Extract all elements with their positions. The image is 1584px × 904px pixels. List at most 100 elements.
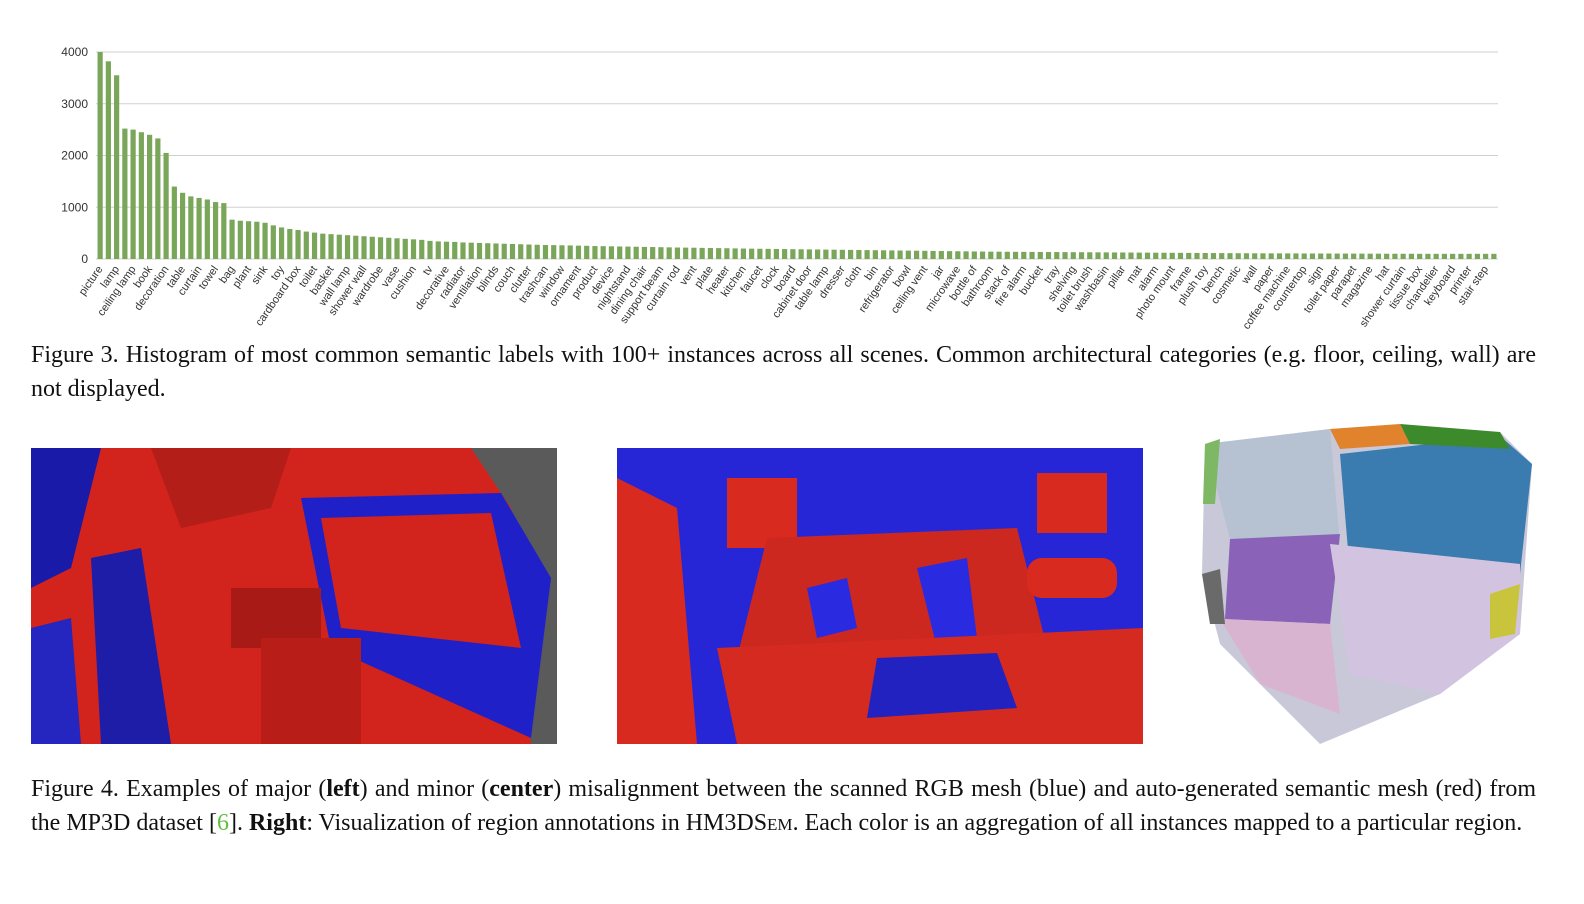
- bar: [303, 231, 309, 259]
- bar: [1177, 252, 1184, 259]
- bar: [114, 75, 120, 259]
- y-tick-label: 0: [81, 252, 88, 266]
- bar: [1417, 253, 1423, 259]
- bar: [806, 249, 812, 259]
- caption-text: Figure 4. Examples of major (: [31, 776, 327, 802]
- bar: [823, 249, 829, 259]
- bar: [1268, 253, 1274, 259]
- bar: [1078, 252, 1085, 259]
- bar: [501, 243, 507, 259]
- bar: [1103, 252, 1109, 259]
- y-tick-label: 4000: [61, 45, 88, 59]
- bar: [353, 235, 359, 259]
- bar: [765, 248, 771, 259]
- bar: [394, 238, 400, 259]
- bar: [1318, 253, 1324, 259]
- bar: [1334, 253, 1340, 259]
- bar: [534, 244, 540, 259]
- region-annotation-image: [1202, 424, 1532, 744]
- bar: [1367, 253, 1373, 259]
- x-tick-label: cloth: [841, 264, 864, 290]
- bar: [600, 246, 606, 259]
- bar: [130, 129, 136, 259]
- bar: [930, 250, 936, 259]
- bar: [229, 219, 235, 259]
- bar: [584, 245, 590, 259]
- bar: [419, 239, 425, 259]
- caption-bold: center: [489, 776, 554, 802]
- bar: [476, 242, 483, 259]
- bar: [278, 227, 285, 259]
- bar: [1037, 251, 1043, 259]
- bar: [625, 246, 631, 259]
- bar: [683, 247, 689, 259]
- bar: [138, 132, 144, 259]
- bar: [1466, 253, 1472, 259]
- bar: [1087, 252, 1093, 259]
- caption-text: : Visualization of region annotations in…: [306, 810, 754, 836]
- citation-link[interactable]: 6: [216, 810, 229, 836]
- bar: [328, 234, 334, 259]
- bar: [147, 134, 153, 259]
- bar: [1012, 251, 1019, 259]
- bar: [402, 238, 408, 259]
- y-tick-label: 2000: [61, 149, 88, 163]
- bar: [996, 251, 1002, 259]
- bar: [1029, 251, 1035, 259]
- bar: [1375, 253, 1382, 259]
- bar: [608, 246, 615, 259]
- caption-text: ) misalignment between the scanned RGB m…: [31, 776, 1537, 836]
- bar: [559, 245, 565, 259]
- bar: [1384, 253, 1390, 259]
- bar: [1483, 253, 1489, 259]
- bar: [262, 222, 268, 259]
- bar: [1186, 252, 1192, 259]
- bar: [377, 237, 384, 259]
- bar: [691, 247, 697, 259]
- bar: [1400, 253, 1406, 259]
- bar: [105, 61, 111, 259]
- bar: [716, 248, 722, 259]
- caption-smallcaps: Sem: [753, 810, 793, 836]
- bar: [1425, 253, 1431, 259]
- caption-bold: Right: [248, 810, 307, 836]
- caption-text: ].: [228, 810, 249, 836]
- bar: [839, 249, 845, 259]
- bar: [1136, 252, 1142, 259]
- bar: [1227, 253, 1233, 259]
- bar: [509, 243, 516, 259]
- x-tick-label: sink: [249, 263, 270, 286]
- bar: [427, 240, 433, 259]
- bar: [1276, 253, 1283, 259]
- bar: [518, 244, 524, 259]
- bar: [666, 247, 672, 259]
- bar: [864, 250, 870, 259]
- bar: [1458, 253, 1464, 259]
- bar: [245, 221, 252, 259]
- bar: [979, 251, 986, 259]
- bar: [1285, 253, 1291, 259]
- bar: [872, 250, 878, 259]
- bar: [344, 235, 351, 259]
- bar: [889, 250, 895, 259]
- bar: [452, 241, 458, 259]
- bar: [336, 234, 342, 259]
- bar: [567, 245, 573, 259]
- bar: [122, 128, 128, 259]
- caption-text: ) and minor (: [359, 776, 490, 802]
- bar: [831, 249, 837, 259]
- bar: [1326, 253, 1332, 259]
- bar: [1062, 252, 1068, 259]
- bar: [699, 247, 705, 259]
- bar: [848, 249, 854, 259]
- bar: [1194, 252, 1200, 259]
- figure3-caption: Figure 3. Histogram of most common seman…: [31, 342, 1536, 402]
- bar: [460, 242, 466, 259]
- bar: [749, 248, 755, 259]
- bar: [493, 243, 499, 259]
- bar: [1359, 253, 1365, 259]
- bar: [1054, 252, 1060, 259]
- bar: [212, 202, 219, 259]
